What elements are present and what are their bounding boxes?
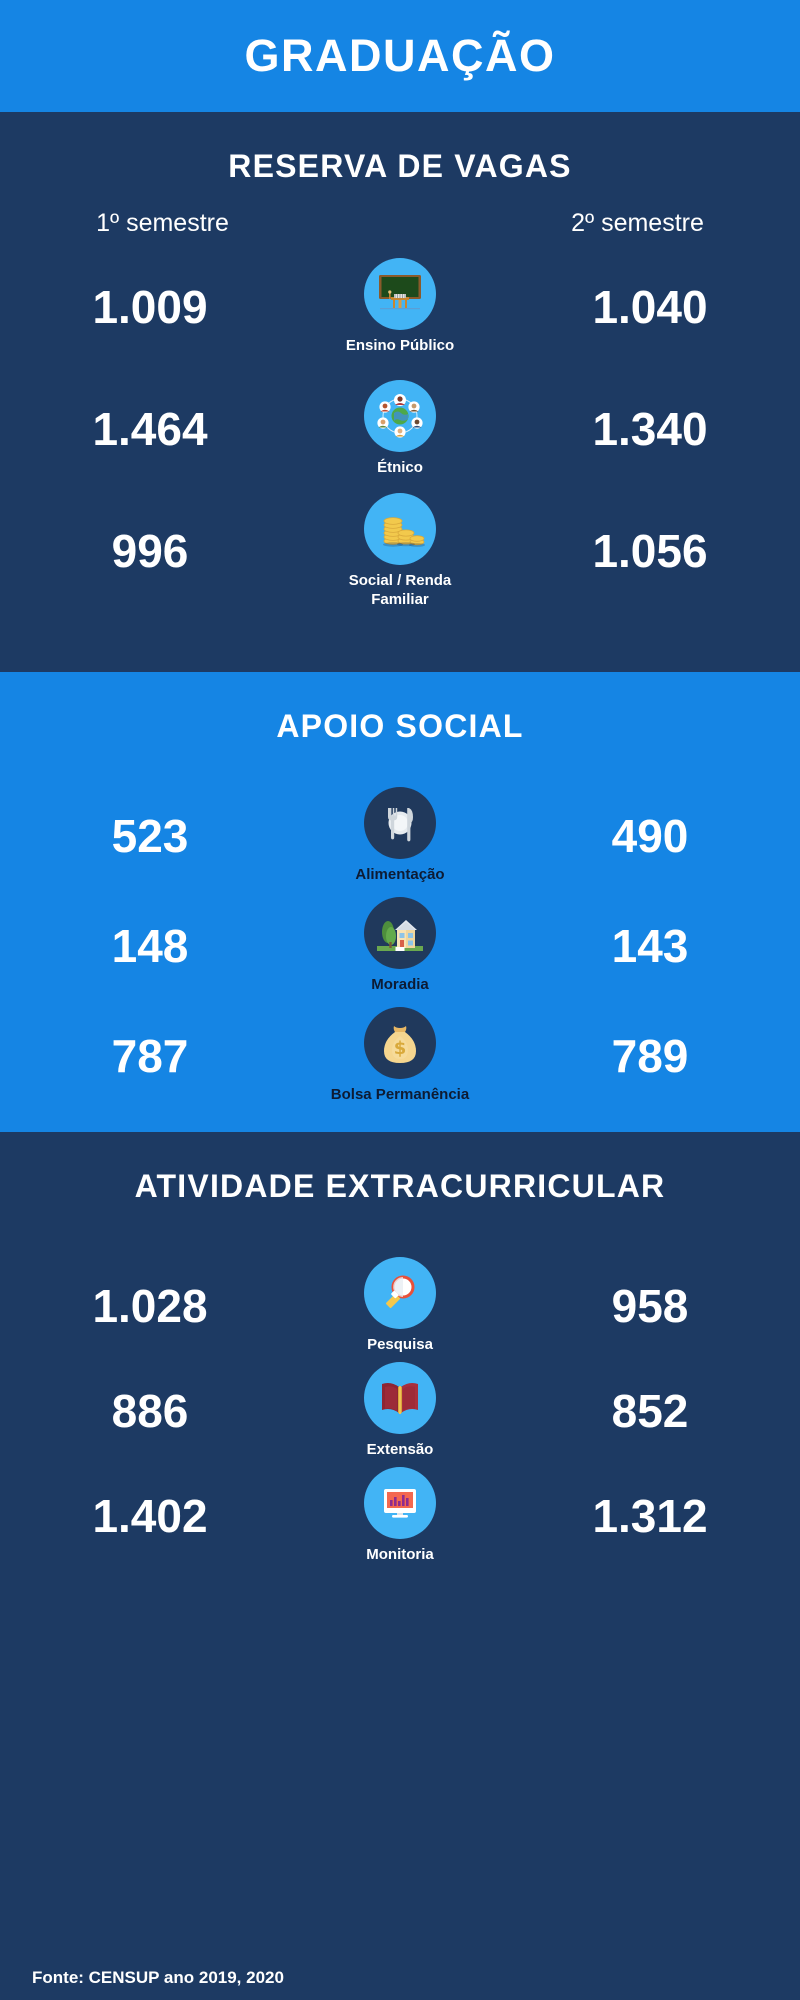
item-label: Ensino Público [345, 337, 455, 355]
value-right: 958 [611, 1279, 689, 1332]
column-header-second-semester: 2º semestre [571, 209, 704, 237]
table-row: 787 $ Bolsa Permanência 789 [0, 1001, 800, 1111]
open-book-icon [364, 1361, 436, 1434]
source-text: Fonte: CENSUP ano 2019, 2020 [32, 1968, 284, 1987]
row-center-ensino-publico: Ensino Público [310, 258, 490, 356]
table-row: 1.009 [0, 246, 800, 368]
section-apoio-social: APOIO SOCIAL 523 Alimentação [0, 672, 800, 1132]
row-center-alimentacao: Alimentação [310, 787, 490, 885]
value-right: 490 [611, 810, 689, 862]
table-row: 1.402 [0, 1463, 800, 1568]
section-title-extracurricular: ATIVIDADE EXTRACURRICULAR [134, 1168, 666, 1204]
section-atividade-extracurricular: ATIVIDADE EXTRACURRICULAR 1.028 Pesquisa [0, 1132, 800, 2000]
value-right: 852 [611, 1384, 689, 1437]
item-label: Étnico [377, 459, 423, 477]
value-right: 789 [611, 1030, 689, 1082]
value-right: 143 [611, 920, 689, 972]
table-row: 1.028 Pesquisa 958 [0, 1253, 800, 1358]
value-right: 1.340 [592, 403, 708, 455]
value-left: 787 [111, 1030, 189, 1082]
row-center-etnico: Étnico [310, 380, 490, 478]
value-right: 1.040 [592, 281, 708, 333]
item-label: Pesquisa [367, 1335, 433, 1353]
money-bag-icon: $ [364, 1007, 436, 1080]
value-left: 1.009 [92, 281, 208, 333]
section-reserva-de-vagas: RESERVA DE VAGAS 1º semestre 2º semestre… [0, 112, 800, 672]
table-row: 996 [0, 490, 800, 612]
row-center-bolsa-permanencia: $ Bolsa Permanência [310, 1007, 490, 1105]
value-left: 523 [111, 810, 189, 862]
value-left: 1.028 [92, 1279, 208, 1332]
page-title: GRADUAÇÃO [244, 30, 556, 81]
value-right: 1.056 [592, 525, 708, 577]
semester-header-row: 1º semestre 2º semestre [0, 209, 800, 238]
table-row: 148 [0, 891, 800, 1001]
column-header-first-semester: 1º semestre [96, 209, 229, 237]
row-center-social-renda: Social / Renda Familiar [310, 492, 490, 610]
value-left: 1.402 [92, 1489, 208, 1542]
value-left: 148 [111, 920, 189, 972]
value-left: 886 [111, 1384, 189, 1437]
plate-cutlery-icon [364, 787, 436, 860]
item-label: Social / Renda Familiar [348, 571, 452, 608]
section-title-reserva: RESERVA DE VAGAS [228, 148, 572, 184]
item-label: Bolsa Permanência [330, 1086, 470, 1104]
house-icon [364, 897, 436, 970]
table-row: 886 Extensão 852 [0, 1358, 800, 1463]
item-label: Moradia [371, 976, 429, 994]
item-label: Extensão [366, 1440, 434, 1458]
row-center-moradia: Moradia [310, 897, 490, 995]
table-row: 1.464 [0, 368, 800, 490]
monitor-chart-icon [364, 1466, 436, 1539]
value-left: 996 [111, 525, 189, 577]
magnifying-glass-icon [364, 1256, 436, 1329]
chalkboard-icon [364, 258, 436, 331]
row-center-extensao: Extensão [310, 1361, 490, 1460]
coins-icon [364, 492, 436, 565]
section-title-apoio: APOIO SOCIAL [276, 708, 524, 744]
footer: Fonte: CENSUP ano 2019, 2020 [0, 1968, 800, 1988]
rows-extracurricular: 1.028 Pesquisa 958 886 [0, 1253, 800, 1568]
row-center-pesquisa: Pesquisa [310, 1256, 490, 1355]
svg-text:$: $ [394, 1038, 407, 1059]
value-right: 1.312 [592, 1489, 708, 1542]
diversity-people-globe-icon [364, 380, 436, 453]
item-label: Alimentação [355, 866, 445, 884]
table-row: 523 Alimentação 490 [0, 781, 800, 891]
value-left: 1.464 [92, 403, 208, 455]
item-label: Monitoria [366, 1545, 434, 1563]
header-banner: GRADUAÇÃO [0, 0, 800, 112]
row-center-monitoria: Monitoria [310, 1466, 490, 1565]
rows-apoio: 523 Alimentação 490 148 [0, 781, 800, 1111]
rows-reserva: 1.009 [0, 246, 800, 612]
